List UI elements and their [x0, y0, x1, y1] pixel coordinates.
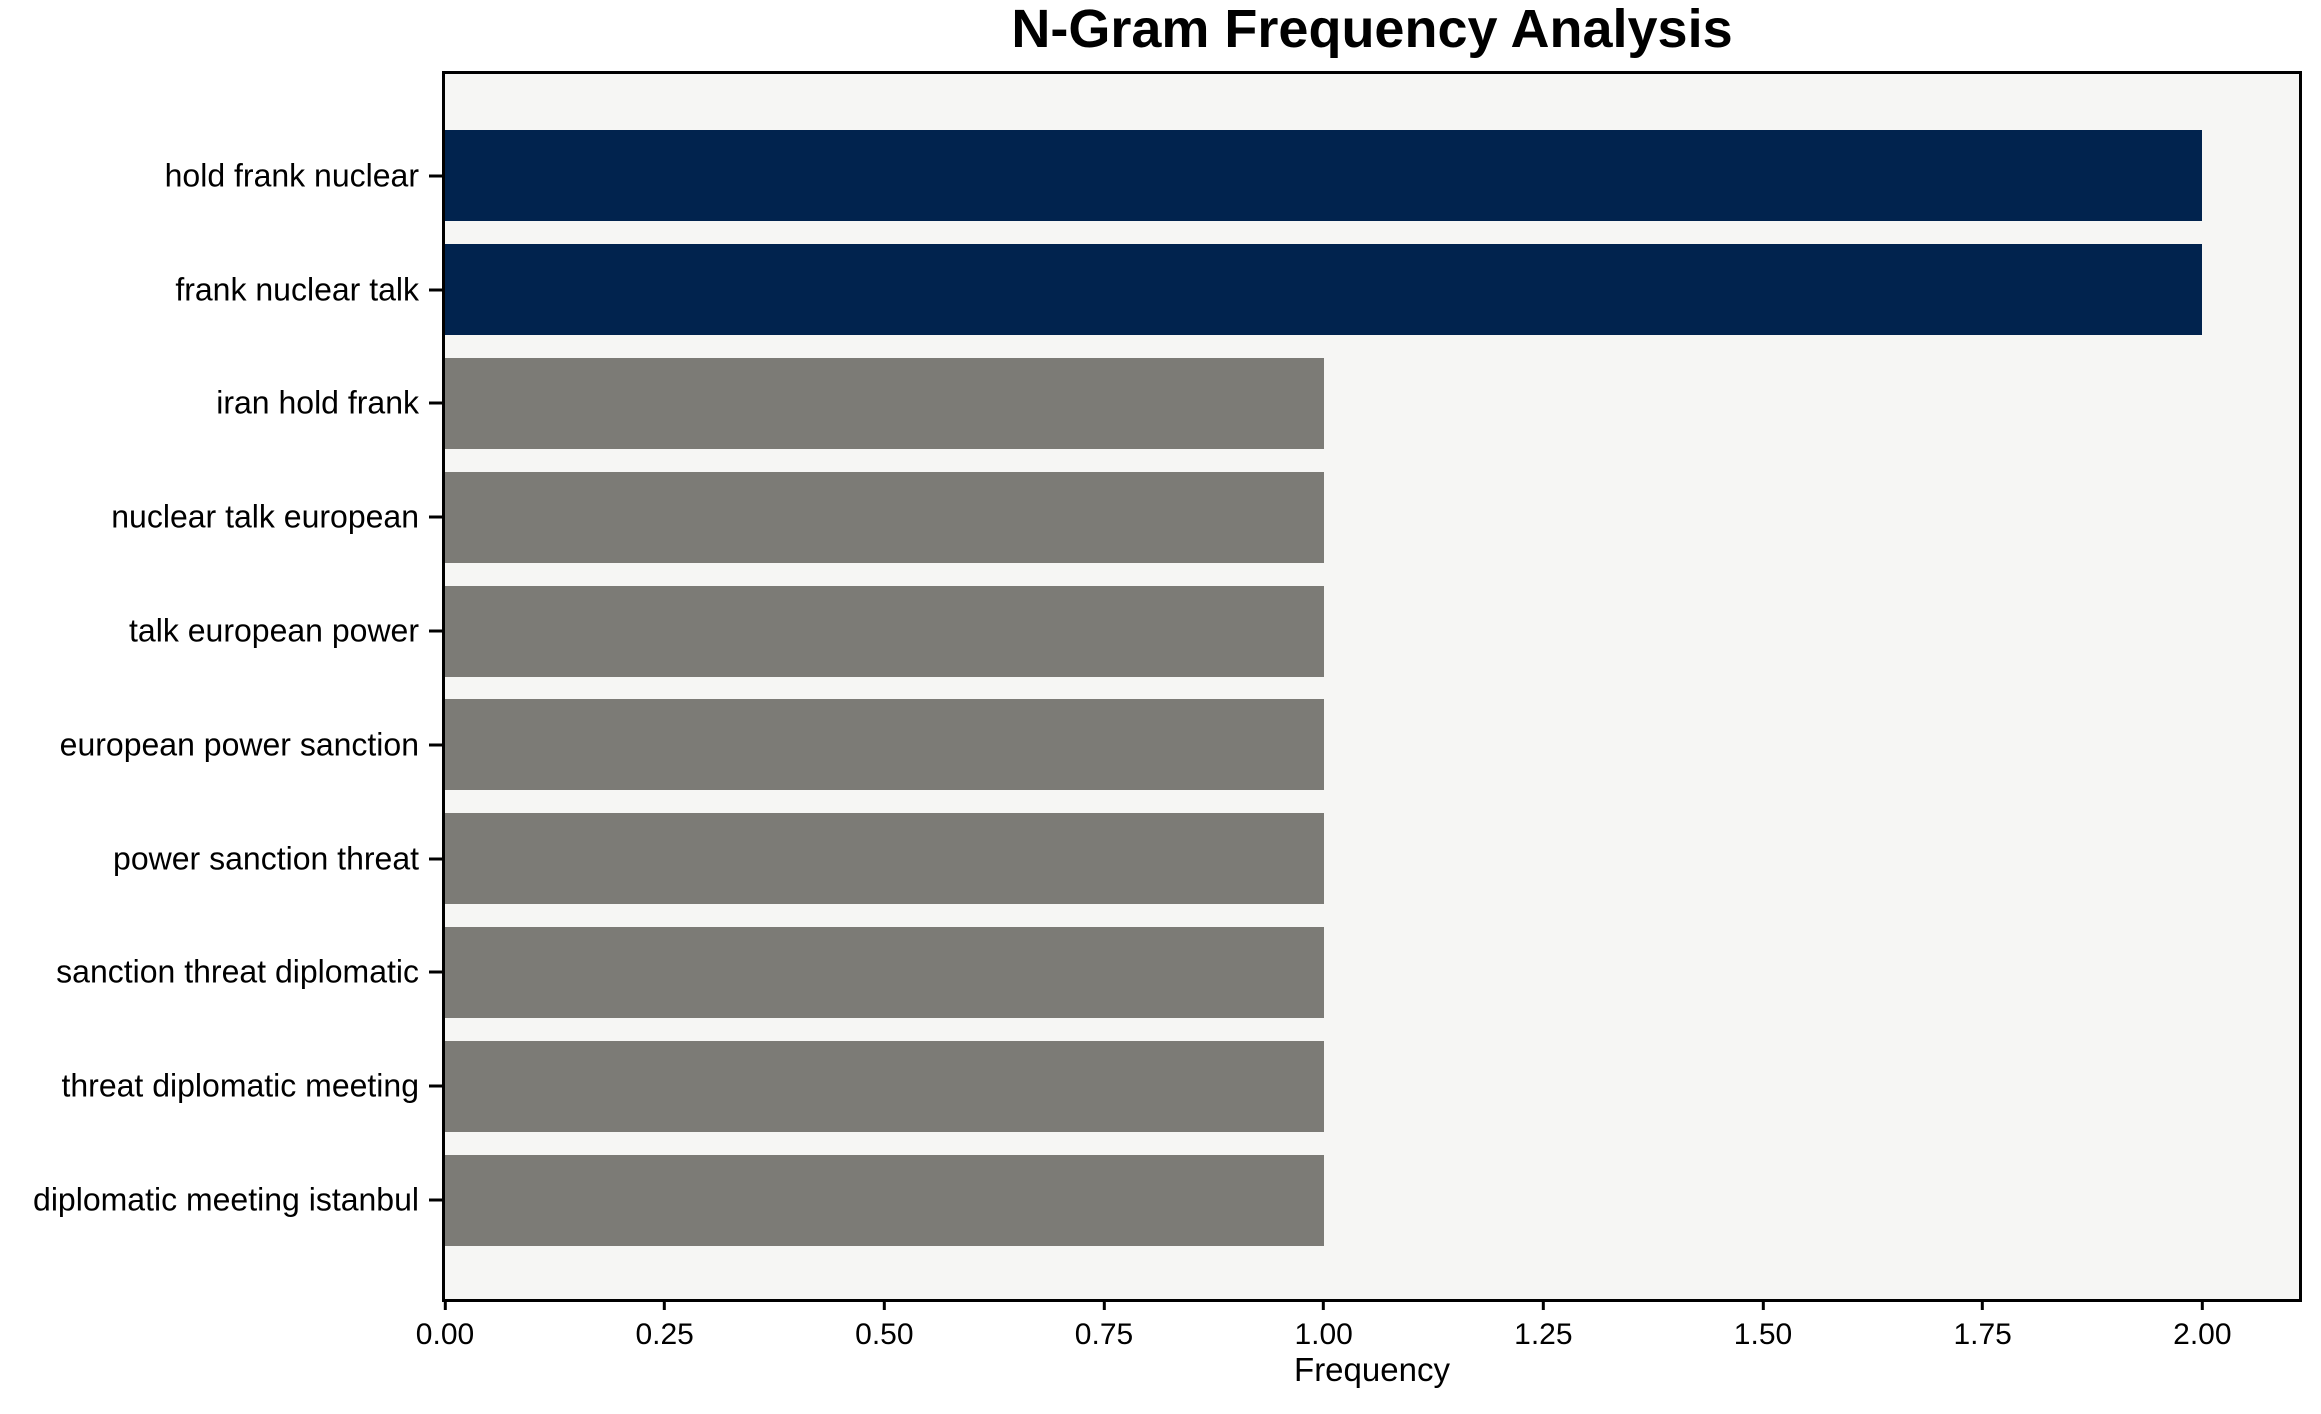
bar — [445, 1154, 1324, 1246]
y-tick-label: nuclear talk european — [111, 498, 419, 535]
bar-row: diplomatic meeting istanbul — [33, 1143, 2299, 1257]
bar-row: frank nuclear talk — [175, 233, 2299, 347]
bar-row: hold frank nuclear — [165, 119, 2299, 233]
y-tick-label: hold frank nuclear — [164, 157, 419, 194]
chart-title: N-Gram Frequency Analysis — [1011, 0, 1733, 59]
x-tick-label: 1.75 — [1953, 1318, 2012, 1351]
y-tick-label: diplomatic meeting istanbul — [33, 1181, 419, 1218]
x-tick-mark — [663, 1299, 667, 1310]
x-tick: 0.25 — [635, 1299, 694, 1352]
x-axis-label: Frequency — [1294, 1351, 1450, 1388]
bar-row: iran hold frank — [216, 347, 2299, 461]
x-tick: 1.00 — [1294, 1299, 1353, 1352]
x-tick-mark — [882, 1299, 886, 1310]
x-tick: 0.75 — [1075, 1299, 1133, 1352]
bar-row: threat diplomatic meeting — [61, 1029, 2299, 1143]
x-tick-label: 0.50 — [855, 1318, 914, 1351]
y-tick-mark — [429, 515, 442, 519]
x-tick-label: 1.00 — [1294, 1318, 1353, 1351]
y-tick-label: power sanction threat — [113, 840, 419, 877]
bar-row: power sanction threat — [113, 802, 2299, 916]
x-tick: 1.25 — [1514, 1299, 1573, 1352]
x-tick: 1.50 — [1734, 1299, 1792, 1352]
bar — [445, 471, 1324, 563]
x-tick-label: 0.00 — [415, 1318, 475, 1351]
bar — [445, 244, 2203, 336]
x-tick: 2.00 — [2173, 1299, 2232, 1352]
y-tick-label: threat diplomatic meeting — [61, 1067, 419, 1104]
y-tick-mark — [429, 629, 442, 633]
y-tick-label: iran hold frank — [216, 384, 419, 421]
x-tick: 0.00 — [416, 1299, 474, 1352]
bar-row: nuclear talk european — [111, 460, 2299, 574]
x-tick: 0.50 — [855, 1299, 914, 1352]
x-tick-mark — [1102, 1299, 1106, 1310]
y-tick-label: talk european power — [129, 612, 419, 649]
y-tick-mark — [429, 174, 442, 178]
x-tick-mark — [2200, 1299, 2204, 1310]
bar — [445, 130, 2203, 222]
bar-row: european power sanction — [60, 688, 2299, 802]
x-tick-mark — [1541, 1299, 1545, 1310]
bar — [445, 1040, 1324, 1132]
x-tick-label: 1.25 — [1514, 1318, 1573, 1351]
bar — [445, 585, 1324, 677]
x-tick: 1.75 — [1953, 1299, 2012, 1352]
y-tick-mark — [429, 970, 442, 974]
y-tick-mark — [429, 743, 442, 747]
bar — [445, 357, 1324, 449]
y-tick-mark — [429, 1084, 442, 1088]
x-tick-mark — [1322, 1299, 1326, 1310]
x-tick-label: 0.75 — [1074, 1318, 1134, 1351]
y-tick-label: sanction threat diplomatic — [56, 953, 419, 990]
x-tick-mark — [443, 1299, 447, 1310]
y-tick-label: european power sanction — [59, 726, 419, 763]
bar — [445, 926, 1324, 1018]
y-tick-mark — [429, 401, 442, 405]
x-tick-mark — [1761, 1299, 1765, 1310]
x-tick-label: 2.00 — [2173, 1318, 2232, 1351]
x-tick-mark — [1981, 1299, 1985, 1310]
y-tick-mark — [429, 288, 442, 292]
bar — [445, 813, 1324, 905]
x-tick-label: 1.50 — [1733, 1318, 1793, 1351]
y-tick-mark — [429, 1198, 442, 1202]
bar-rows: hold frank nuclear frank nuclear talk ir… — [33, 74, 2299, 1299]
y-tick-mark — [429, 857, 442, 861]
y-tick-label: frank nuclear talk — [175, 271, 419, 308]
plot-area: hold frank nuclear frank nuclear talk ir… — [33, 71, 2302, 1388]
bar-row: sanction threat diplomatic — [56, 916, 2299, 1030]
x-tick-label: 0.25 — [635, 1318, 694, 1351]
x-axis-ticks: 0.00 0.25 0.50 0.75 1.00 1.25 1.50 1.75 … — [416, 74, 2299, 1351]
bar — [445, 699, 1324, 791]
bar-row: talk european power — [129, 574, 2299, 688]
